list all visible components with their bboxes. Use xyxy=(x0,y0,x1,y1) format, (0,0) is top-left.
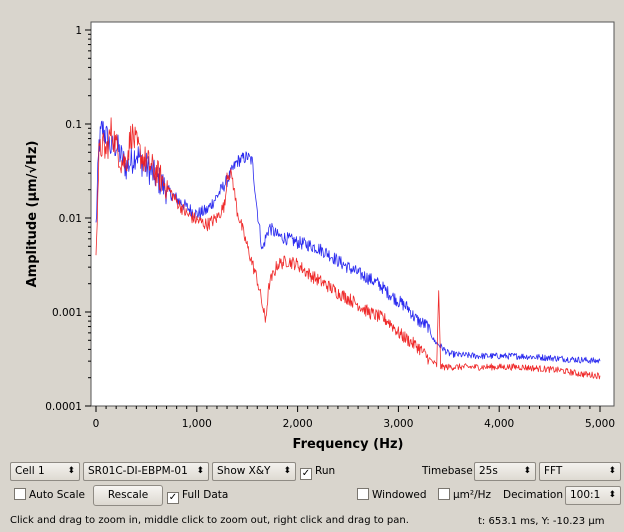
device-select-value: SR01C-DI-EBPM-01 xyxy=(88,465,188,477)
full-data-checkbox[interactable]: ✓ Full Data xyxy=(167,486,228,505)
decimation-select-value: 100:1 xyxy=(570,489,601,501)
cursor-readout: t: 653.1 ms, Y: -10.23 µm xyxy=(478,516,605,527)
x-tick-label: 3,000 xyxy=(383,418,413,430)
show-select-value: Show X&Y xyxy=(217,465,271,477)
series-line-2 xyxy=(95,117,601,380)
x-tick-label: 5,000 xyxy=(585,418,615,430)
units-checkbox-box[interactable] xyxy=(438,488,450,500)
decimation-select[interactable]: 100:1 ⬍ xyxy=(565,486,621,505)
x-tick-label: 1,000 xyxy=(182,418,212,430)
series-layer xyxy=(95,117,601,380)
full-data-label: Full Data xyxy=(182,489,229,501)
mode-select[interactable]: FFT ⬍ xyxy=(539,462,621,481)
rescale-button[interactable]: Rescale xyxy=(93,485,163,506)
units-label: µm²/Hz xyxy=(453,489,492,501)
auto-scale-label: Auto Scale xyxy=(29,489,85,501)
y-axis: 1 0.1 0.01 0.001 0.0001 xyxy=(45,25,91,413)
chevron-updown-icon: ⬍ xyxy=(608,490,616,500)
auto-scale-checkbox[interactable]: Auto Scale xyxy=(14,486,85,505)
spectrum-plot[interactable]: 1 0.1 0.01 0.001 0.0001 0 1,000 2,000 3,000 4,00… xyxy=(0,0,624,456)
series-line-1 xyxy=(95,120,601,364)
run-checkbox-box[interactable]: ✓ xyxy=(300,468,312,480)
x-tick-label: 2,000 xyxy=(283,418,313,430)
chevron-updown-icon: ⬍ xyxy=(67,466,75,476)
y-tick-label: 0.1 xyxy=(65,119,82,131)
units-checkbox[interactable]: µm²/Hz xyxy=(438,486,491,505)
chevron-updown-icon: ⬍ xyxy=(523,466,531,476)
windowed-checkbox[interactable]: Windowed xyxy=(357,486,427,505)
cell-select[interactable]: Cell 1 ⬍ xyxy=(10,462,80,481)
chevron-updown-icon: ⬍ xyxy=(608,466,616,476)
y-tick-label: 0.01 xyxy=(59,213,82,225)
full-data-checkbox-box[interactable]: ✓ xyxy=(167,492,179,504)
chevron-updown-icon: ⬍ xyxy=(196,466,204,476)
status-hint: Click and drag to zoom in, middle click … xyxy=(10,515,409,526)
windowed-checkbox-box[interactable] xyxy=(357,488,369,500)
x-axis: 0 1,000 2,000 3,000 4,000 5,000 xyxy=(93,406,615,430)
x-tick-label: 0 xyxy=(93,418,100,430)
plot-canvas[interactable] xyxy=(90,21,615,407)
timebase-select[interactable]: 25s ⬍ xyxy=(474,462,536,481)
auto-scale-checkbox-box[interactable] xyxy=(14,488,26,500)
x-axis-label: Frequency (Hz) xyxy=(293,437,404,452)
timebase-select-value: 25s xyxy=(479,465,498,477)
cell-select-value: Cell 1 xyxy=(15,465,45,477)
check-icon: ✓ xyxy=(301,468,311,479)
run-label: Run xyxy=(315,465,336,477)
y-tick-label: 0.0001 xyxy=(45,401,82,413)
windowed-label: Windowed xyxy=(372,489,427,501)
check-icon: ✓ xyxy=(168,492,178,503)
timebase-label: Timebase xyxy=(422,465,473,477)
chevron-updown-icon: ⬍ xyxy=(283,466,291,476)
y-tick-label: 0.001 xyxy=(52,307,82,319)
decimation-label: Decimation xyxy=(503,489,564,501)
y-tick-label: 1 xyxy=(75,25,82,37)
run-checkbox[interactable]: ✓ Run xyxy=(300,462,335,481)
show-select[interactable]: Show X&Y ⬍ xyxy=(212,462,296,481)
device-select[interactable]: SR01C-DI-EBPM-01 ⬍ xyxy=(83,462,209,481)
mode-select-value: FFT xyxy=(544,465,563,477)
x-tick-label: 4,000 xyxy=(484,418,514,430)
y-axis-label: Amplitude (µm/√Hz) xyxy=(25,141,40,288)
